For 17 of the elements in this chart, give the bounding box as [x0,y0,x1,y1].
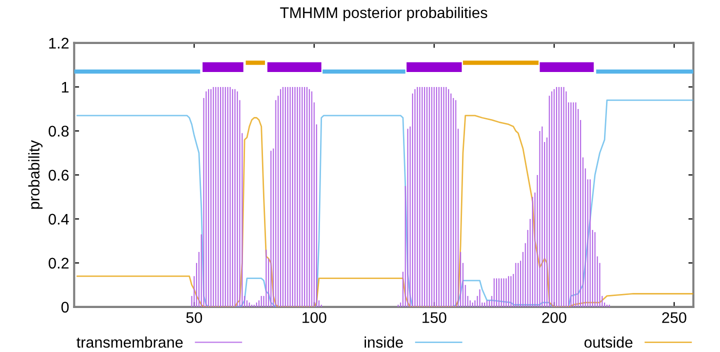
y-tick-label: 0.4 [48,214,69,225]
legend-label: outside [584,336,632,348]
y-tick-label: 0 [61,302,69,313]
y-tick-label: 0.8 [48,126,69,137]
x-tick-label: 250 [662,312,686,324]
legend-label: inside [364,336,403,348]
y-tick-label: 0.2 [48,258,69,269]
chart-title: TMHMM posterior probabilities [280,6,488,22]
y-tick-label: 1 [62,82,69,92]
legend-label: transmembrane [76,336,183,348]
y-tick-label: 0.6 [48,170,69,181]
x-tick-label: 200 [542,312,566,324]
x-tick-label: 150 [422,312,446,324]
y-axis-title: probability [28,140,43,209]
x-tick-label: 50 [186,312,202,324]
x-tick-label: 100 [302,312,326,324]
y-tick-label: 1.2 [49,38,69,48]
